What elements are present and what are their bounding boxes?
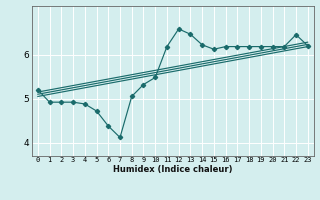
X-axis label: Humidex (Indice chaleur): Humidex (Indice chaleur) xyxy=(113,165,233,174)
